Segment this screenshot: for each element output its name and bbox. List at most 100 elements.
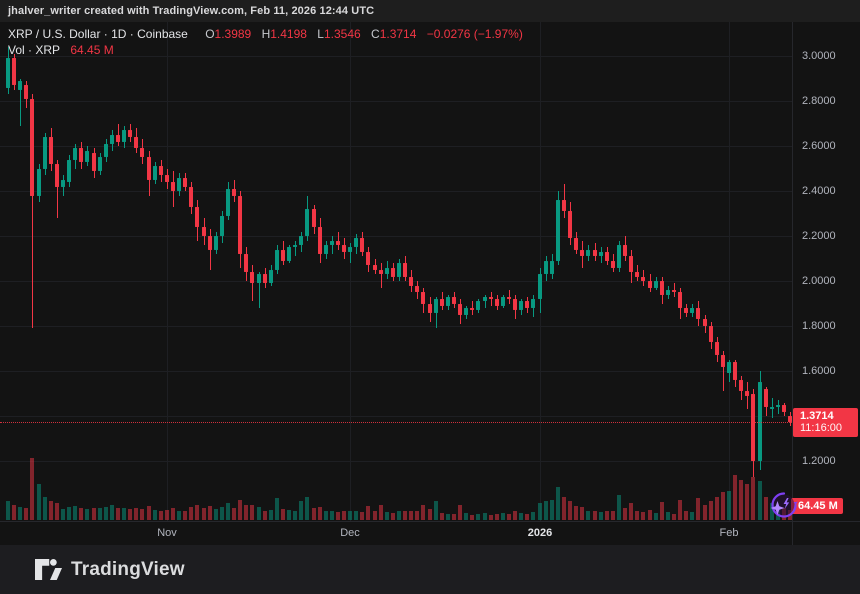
brand-wordmark[interactable]: TradingView [71, 558, 185, 580]
candle-body [421, 292, 425, 304]
candle-body [513, 299, 517, 311]
candle-wick [491, 292, 492, 306]
candle-body [98, 157, 102, 171]
candle-body [37, 168, 41, 196]
candle-body [250, 272, 254, 284]
time-tick-label: 2026 [527, 527, 553, 539]
symbol-legend[interactable]: XRP / U.S. Dollar · 1D · Coinbase O1.398… [8, 27, 523, 59]
candle-body [531, 299, 535, 308]
tradingview-logo[interactable] [35, 559, 62, 580]
candle-body [586, 249, 590, 257]
candle-body [312, 209, 316, 227]
candle-body [690, 308, 694, 313]
candle-body [336, 240, 340, 245]
volume-bar [360, 512, 364, 520]
candle-body [727, 362, 731, 374]
candle-body [715, 341, 719, 356]
volume-bar [104, 506, 108, 520]
candle-body [641, 276, 645, 281]
volume-bar [446, 513, 450, 520]
volume-bar [79, 508, 83, 520]
volume-indicator-value: 64.45 M [70, 43, 114, 57]
candle-body [397, 263, 401, 277]
chart-area[interactable]: XRP / U.S. Dollar · 1D · Coinbase O1.398… [0, 22, 860, 545]
volume-bar [562, 496, 566, 520]
last-price-badge: 1.3714 11:16:00 [793, 408, 858, 438]
candle-body [684, 308, 688, 313]
volume-bar [6, 501, 10, 520]
hgrid-line [0, 236, 792, 237]
candle-body [605, 251, 609, 261]
hgrid-line [0, 326, 792, 327]
volume-bar [703, 504, 707, 520]
volume-bar [61, 509, 65, 520]
candle-body [85, 150, 89, 162]
candle-body [788, 416, 792, 423]
candle-body [556, 200, 560, 261]
volume-bar [678, 499, 682, 520]
candle-body [660, 281, 664, 295]
volume-bar [428, 509, 432, 520]
volume-bar [281, 509, 285, 520]
candle-body [501, 296, 505, 306]
candlestick-layer [0, 22, 792, 521]
symbol-title[interactable]: XRP / U.S. Dollar · 1D · Coinbase [8, 27, 188, 41]
volume-bar [629, 502, 633, 520]
volume-bar [605, 511, 609, 520]
volume-bar [550, 499, 554, 520]
attribution-banner: jhalver_writer created with TradingView.… [0, 0, 860, 22]
candle-body [654, 281, 658, 288]
candle-body [134, 137, 138, 149]
volume-bar [232, 508, 236, 520]
candle-body [220, 215, 224, 236]
volume-bar [464, 513, 468, 520]
candle-body [43, 137, 47, 169]
candle-body [140, 148, 144, 158]
price-axis[interactable]: 3.0000 2.8000 2.6000 2.4000 2.2000 2.0000 1.80… [793, 22, 860, 521]
candle-body [275, 249, 279, 270]
volume-bar [684, 510, 688, 520]
high-value: 1.4198 [270, 27, 307, 41]
volume-bar [373, 511, 377, 520]
candle-body [330, 240, 334, 245]
volume-bar [299, 501, 303, 520]
candle-body [403, 263, 407, 277]
candle-body [208, 236, 212, 250]
volume-bar [696, 498, 700, 520]
high-key: H [261, 27, 271, 41]
candle-body [385, 267, 389, 275]
volume-bar [434, 501, 438, 520]
candle-wick [32, 94, 33, 329]
candle-body [226, 188, 230, 216]
close-value: 1.3714 [379, 27, 417, 41]
candle-body [214, 236, 218, 250]
candle-body [177, 177, 181, 191]
change-value: −0.0276 (−1.97%) [426, 27, 523, 41]
volume-bar [721, 492, 725, 520]
volume-bar [531, 512, 535, 520]
volume-bar [55, 502, 59, 520]
volume-bar [18, 506, 22, 520]
volume-bar [318, 506, 322, 520]
candle-wick [436, 296, 437, 329]
volume-indicator-label[interactable]: Vol · XRP [8, 43, 61, 57]
candle-body [733, 362, 737, 380]
volume-bar [30, 458, 34, 520]
candle-body [293, 245, 297, 248]
volume-bar [134, 508, 138, 520]
volume-bar [269, 509, 273, 520]
volume-bar [195, 505, 199, 520]
candle-body [758, 382, 762, 461]
time-axis[interactable]: Nov Dec 2026 Feb [0, 522, 792, 545]
volume-bar [312, 507, 316, 520]
volume-bar [354, 511, 358, 520]
volume-bar [147, 506, 151, 520]
candle-body [739, 380, 743, 392]
candle-body [238, 195, 242, 254]
ohlc-row: XRP / U.S. Dollar · 1D · Coinbase O1.398… [8, 27, 523, 42]
hgrid-line [0, 56, 792, 57]
candle-body [269, 269, 273, 284]
hgrid-line [0, 461, 792, 462]
volume-bar [623, 508, 627, 520]
candle-body [409, 276, 413, 286]
